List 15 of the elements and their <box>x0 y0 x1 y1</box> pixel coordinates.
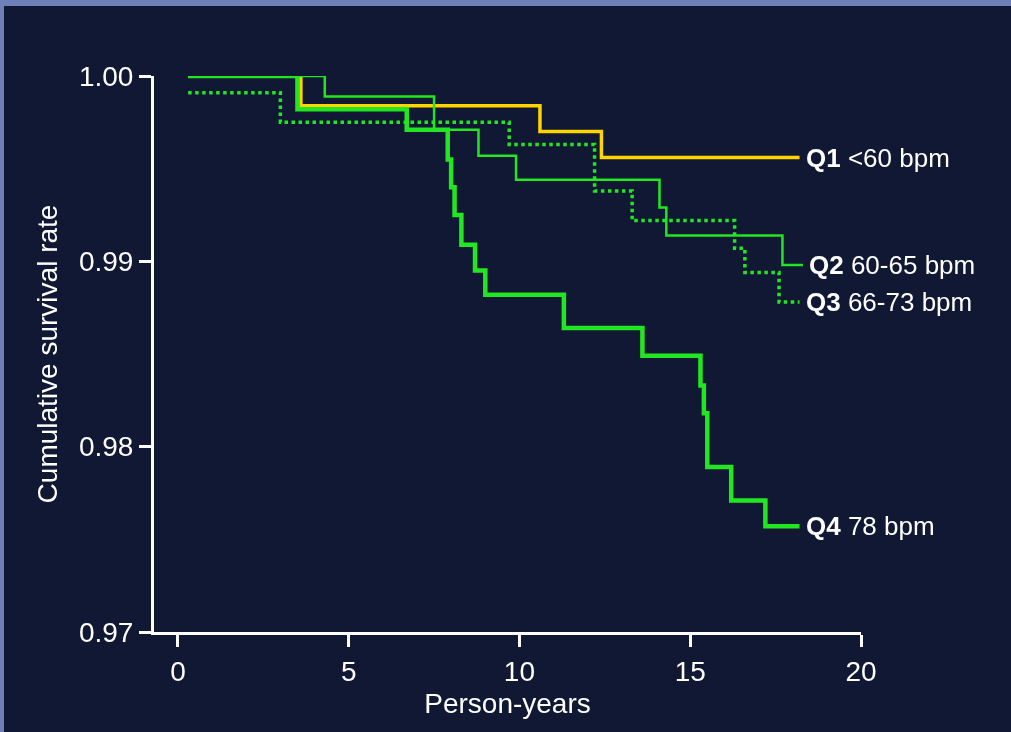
x-tick-label: 0 <box>170 655 186 687</box>
x-tick-label: 5 <box>340 655 357 687</box>
series-label: Q1 <60 bpm <box>806 143 950 173</box>
series-label: Q3 66-73 bpm <box>806 287 973 317</box>
series-label: Q2 60-65 bpm <box>809 250 976 280</box>
y-tick-label: 0.99 <box>78 246 134 278</box>
x-tick-label: 10 <box>503 655 536 687</box>
x-tick-label: 15 <box>674 655 706 687</box>
y-tick-label: 1.00 <box>78 60 134 92</box>
y-tick-label: 0.97 <box>78 616 134 648</box>
x-tick-label: 20 <box>845 655 877 687</box>
x-axis-title: Person-years <box>424 687 591 719</box>
y-tick-label: 0.98 <box>78 431 134 463</box>
y-axis-title: Cumulative survival rate <box>31 204 63 504</box>
series-label: Q4 78 bpm <box>806 511 935 541</box>
